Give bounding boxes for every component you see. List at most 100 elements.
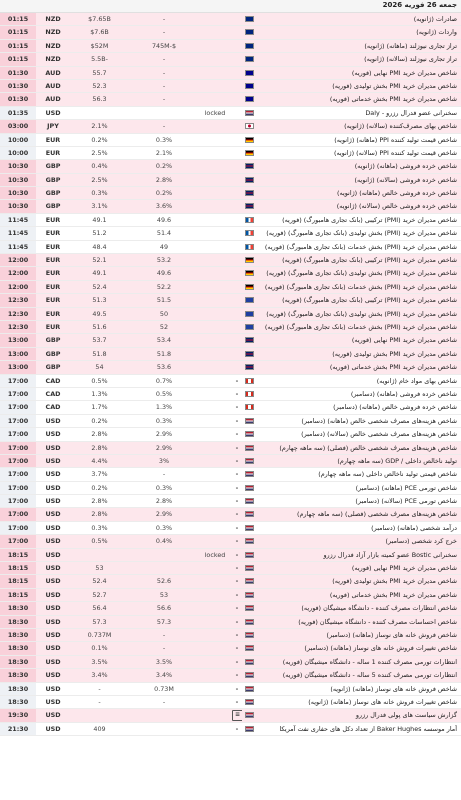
event-row[interactable]: 18:30 USD 3.4% 3.4% - انتظارات تورمی مصرف کنن…	[0, 669, 461, 683]
event-row[interactable]: 21:30 USD 409 - آمار موسسه Baker Hughes از ت…	[0, 722, 461, 737]
event-row[interactable]: 17:00 USD 2.8% 2.9% - شاخص هزینه‌های مصرف شخص…	[0, 508, 461, 522]
event-name: شاخص مدیران خرید PMI نهایی (فوریه)	[351, 68, 457, 77]
event-forecast: 0.3%	[155, 135, 173, 144]
event-row[interactable]: 17:00 CAD 1.7% 1.3% - شاخص خرده فروشی خالص (م…	[0, 401, 461, 415]
event-time: 01:15	[0, 13, 36, 26]
event-row[interactable]: 18:15 USD 52.4 52.6 - شاخص مدیران خرید PMI بخ…	[0, 575, 461, 589]
event-row[interactable]: 17:00 CAD 0.5% 0.7% - شاخص بهای مواد خام (ژان…	[0, 374, 461, 388]
event-time: 13:00	[0, 347, 36, 361]
country-flag-icon	[242, 575, 256, 587]
event-row[interactable]: 18:15 USD 52.7 53 - شاخص مدیران خرید PMI بخش …	[0, 588, 461, 603]
event-row[interactable]: 12:30 EUR 51.3 51.5 شاخص مدیران خرید (PMI) ت…	[0, 294, 461, 308]
event-row[interactable]: 19:30 USD ≡ گزارش سیاست های پولی فدرال رزرو	[0, 709, 461, 723]
event-row[interactable]: 10:30 GBP 0.4% 0.2% شاخص خرده فروشی (ماهانه)…	[0, 160, 461, 174]
event-previous: 0.2%	[91, 135, 108, 144]
country-flag-icon	[242, 401, 256, 413]
event-marker: -	[235, 403, 239, 412]
event-row[interactable]: 10:00 EUR 0.2% 0.3% شاخص قیمت تولید کننده PP…	[0, 133, 461, 147]
event-previous: 2.8%	[91, 443, 108, 452]
event-row[interactable]: 01:15 NZD $7.6B - واردات (ژانویه)	[0, 26, 461, 40]
event-previous: 2.5%	[91, 175, 108, 184]
event-row[interactable]: 01:15 NZD 5.5B- - تراز تجاری نیوزلند (سالانه…	[0, 53, 461, 67]
event-name: شاخص قیمت تولید کننده PPI (سالانه) (ژانو…	[333, 148, 457, 157]
event-previous: 49.1	[92, 269, 107, 278]
country-flag-icon	[242, 616, 256, 628]
event-forecast: -	[162, 697, 166, 706]
event-row[interactable]: 18:15 USD locked - سخنرانی Bostic عضو کمیته …	[0, 548, 461, 563]
country-flag-icon	[242, 294, 256, 306]
event-row[interactable]: 18:30 USD 3.5% 3.5% - انتظارات تورمی مصرف کنن…	[0, 655, 461, 670]
event-name: شاخص مدیران خرید PMI بخش تولیدی (فوریه)	[332, 577, 457, 586]
event-row[interactable]: 12:00 EUR 49.1 49.6 شاخص مدیران خرید (PMI) ب…	[0, 267, 461, 281]
event-previous: 55.7	[92, 68, 107, 77]
country-flag-icon	[242, 669, 256, 681]
event-row[interactable]: 18:30 USD 0.737M - - شاخص فروش خانه های نوساز…	[0, 628, 461, 643]
event-row[interactable]: 01:30 AUD 56.3 - شاخص مدیران خرید PMI بخش خد…	[0, 93, 461, 107]
event-marker: -	[235, 510, 239, 519]
event-previous: 0.4%	[91, 162, 108, 171]
event-currency: NZD	[45, 41, 61, 50]
event-row[interactable]: 18:30 USD 56.4 56.6 - شاخص انتظارات مصرف کنند…	[0, 602, 461, 616]
event-name: شاخص خرده فروشی (ماهانه) (دسامبر)	[350, 389, 457, 398]
event-currency: USD	[45, 684, 61, 693]
event-row[interactable]: 17:00 USD 0.3% 0.3% - درآمد شخصی (ماهانه) (دس…	[0, 521, 461, 536]
event-previous: 52.7	[92, 590, 107, 599]
document-icon[interactable]: ≡	[232, 709, 242, 721]
event-row[interactable]: 17:00 USD 2.8% 2.9% - شاخص هزینه‌های مصرف شخص…	[0, 441, 461, 455]
country-flag-icon	[242, 321, 256, 333]
event-row[interactable]: 17:00 CAD 1.3% 0.5% - شاخص خرده فروشی (ماهانه…	[0, 387, 461, 402]
event-forecast: 1.3%	[155, 403, 173, 412]
event-time: 17:00	[0, 387, 36, 401]
event-forecast: 51.4	[156, 229, 172, 238]
event-row[interactable]: 18:30 USD - - - شاخص تغییرات فروش خانه های نو…	[0, 695, 461, 710]
event-marker: -	[235, 537, 239, 546]
event-row[interactable]: 11:45 EUR 49.1 49.6 شاخص مدیران خرید (PMI) ت…	[0, 213, 461, 228]
event-previous: 54	[95, 363, 104, 372]
event-row[interactable]: 17:00 USD 2.8% 2.9% - شاخص هزینه‌های مصرف شخص…	[0, 428, 461, 442]
event-row[interactable]: 01:35 USD locked سخنرانی عضو فدرال رزرو - D…	[0, 106, 461, 121]
country-flag-icon	[242, 656, 256, 668]
event-row[interactable]: 13:00 GBP 53.7 53.4 شاخص مدیران خرید PMI نها…	[0, 334, 461, 348]
event-name: شاخص هزینه‌های مصرف شخصی خالص (ماهانه) (…	[301, 416, 457, 425]
event-row[interactable]: 10:30 GBP 2.5% 2.8% شاخص خرده فروشی (سالانه)…	[0, 173, 461, 188]
event-row[interactable]: 18:15 USD 53 - شاخص مدیران خرید PMI نهایی (ف…	[0, 562, 461, 576]
event-row[interactable]: 18:30 USD 57.3 57.3 - شاخص احساسات مصرف کننده…	[0, 615, 461, 629]
event-row[interactable]: 01:30 AUD 55.7 - شاخص مدیران خرید PMI نهایی …	[0, 66, 461, 80]
event-row[interactable]: 17:00 USD 4.4% 3% - تولید ناخالص داخلی / GDP …	[0, 454, 461, 469]
event-row[interactable]: 17:00 USD 3.7% - - شاخص قیمتی تولید ناخالص دا…	[0, 468, 461, 482]
event-row[interactable]: 17:00 USD 0.2% 0.3% - شاخص تورمی PCE (ماهانه)…	[0, 481, 461, 496]
event-row[interactable]: 10:30 GBP 3.1% 3.6% شاخص خرده فروشی خالص (سا…	[0, 200, 461, 214]
event-row[interactable]: 17:00 USD 0.2% 0.3% - شاخص هزینه‌های مصرف شخص…	[0, 414, 461, 429]
event-forecast: 53.4	[156, 336, 172, 345]
event-row[interactable]: 03:00 JPY 2.1% - شاخص بهای مصرف‌کننده (سالان…	[0, 120, 461, 134]
event-time: 11:45	[0, 213, 36, 227]
event-previous: 409	[93, 724, 106, 733]
event-row[interactable]: 18:30 USD - 0.73M - شاخص فروش خانه های نوساز …	[0, 682, 461, 696]
event-row[interactable]: 01:30 AUD 52.3 - شاخص مدیران خرید PMI بخش تو…	[0, 79, 461, 94]
event-marker: -	[235, 644, 239, 653]
country-flag-icon	[242, 642, 256, 654]
event-time: 13:00	[0, 334, 36, 347]
event-row[interactable]: 17:00 USD 0.5% 0.4% - خرج کرد شخصی (دسامبر)	[0, 535, 461, 549]
event-row[interactable]: 01:15 NZD $52M 745M-$ تراز تجاری نیوزلند (ما…	[0, 39, 461, 54]
event-forecast: 51.5	[156, 296, 172, 305]
event-previous: -	[98, 697, 101, 706]
event-row[interactable]: 12:30 EUR 49.5 50 شاخص مدیران خرید (PMI) بخش…	[0, 307, 461, 321]
event-row[interactable]: 01:15 NZD $7.65B - صادرات (ژانویه)	[0, 13, 461, 27]
event-name: شاخص مدیران خرید PMI بخش خدماتی (فوریه)	[329, 95, 457, 104]
event-row[interactable]: 12:30 EUR 51.6 52 شاخص مدیران خرید (PMI) بخش…	[0, 320, 461, 335]
event-row[interactable]: 13:00 GBP 54 53.6 شاخص مدیران خرید PMI بخش خ…	[0, 361, 461, 375]
event-row[interactable]: 13:00 GBP 51.8 51.8 شاخص مدیران خرید PMI بخش…	[0, 347, 461, 362]
event-row[interactable]: 10:00 EUR 2.5% 2.1% شاخص قیمت تولید کننده PP…	[0, 146, 461, 161]
event-row[interactable]: 10:30 GBP 0.3% 0.2% شاخص خرده فروشی خالص (ما…	[0, 187, 461, 201]
event-row[interactable]: 11:45 EUR 51.2 51.4 شاخص مدیران خرید (PMI) ب…	[0, 227, 461, 241]
event-marker: -	[235, 564, 239, 573]
event-row[interactable]: 11:45 EUR 48.4 49 شاخص مدیران خرید (PMI) بخش…	[0, 240, 461, 255]
event-row[interactable]: 12:00 EUR 52.1 53.2 شاخص مدیران خرید (PMI) ت…	[0, 254, 461, 268]
country-flag-icon	[242, 214, 256, 226]
event-row[interactable]: 18:30 USD 0.1% - - شاخص تغییرات فروش خانه های…	[0, 642, 461, 656]
event-currency: EUR	[45, 256, 61, 265]
event-marker: -	[235, 617, 239, 626]
event-row[interactable]: 12:00 EUR 52.4 52.2 شاخص مدیران خرید (PMI) ب…	[0, 280, 461, 295]
event-row[interactable]: 17:00 USD 2.8% 2.8% - شاخص تورمی PCE (سالانه)…	[0, 495, 461, 509]
